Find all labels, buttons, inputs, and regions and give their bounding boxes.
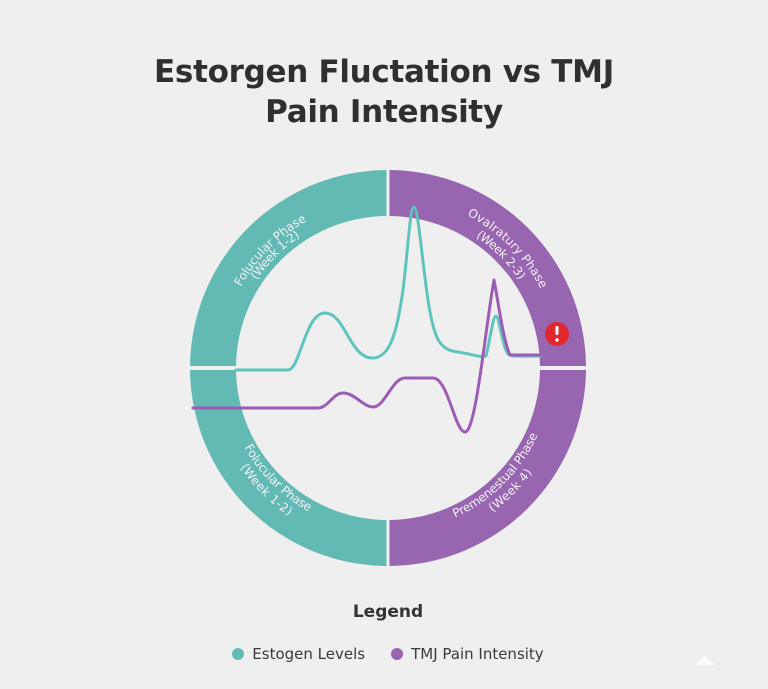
chart-title-line-1: Estorgen Fluctation vs TMJ (154, 54, 614, 90)
chart-title: Estorgen Fluctation vs TMJ Pain Intensit… (0, 52, 768, 132)
phase-segment-bottom-left (190, 370, 387, 566)
legend-label-estrogen: Estogen Levels (252, 645, 366, 663)
alert-marker[interactable] (545, 322, 569, 346)
legend: Estogen Levels TMJ Pain Intensity (0, 645, 768, 663)
legend-label-tmj: TMJ Pain Intensity (411, 645, 544, 663)
phase-segment-top-right (389, 170, 586, 366)
estrogen-levels-line (234, 205, 543, 372)
tmj-pain-intensity-line (191, 278, 543, 434)
corner-watermark-icon (695, 655, 715, 665)
legend-item-tmj: TMJ Pain Intensity (391, 645, 544, 663)
estrogen-swatch-icon (232, 648, 245, 660)
chart-title-line-2: Pain Intensity (265, 94, 503, 130)
legend-title: Legend (352, 602, 424, 622)
phase-segment-top-left (190, 170, 387, 366)
alert-exclamation-dot-icon (555, 338, 559, 342)
tmj-swatch-icon (391, 648, 404, 660)
phase-segment-bottom-right (389, 370, 586, 566)
legend-item-estrogen: Estogen Levels (232, 645, 365, 663)
alert-exclamation-icon (555, 326, 559, 335)
